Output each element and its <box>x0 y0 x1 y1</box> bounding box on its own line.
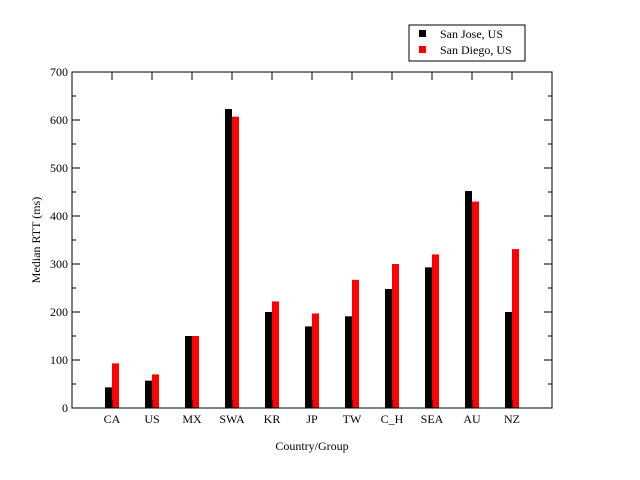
legend-label-san-jose: San Jose, US <box>440 27 503 41</box>
legend-swatch-san-diego <box>419 46 426 53</box>
y-axis-label: Median RTT (ms) <box>29 197 43 283</box>
bar-us-san-jose <box>145 380 152 408</box>
y-axis-ticks: 0 100 200 300 400 500 600 700 <box>50 65 552 415</box>
bar-tw-san-jose <box>345 316 352 408</box>
bar-sea-san-diego <box>432 254 439 408</box>
legend-label-san-diego: San Diego, US <box>440 43 512 57</box>
x-tick-label-swa: SWA <box>219 412 245 426</box>
legend-swatch-san-jose <box>419 30 426 37</box>
bar-mx-san-diego <box>192 336 199 408</box>
x-tick-label-jp: JP <box>306 412 318 426</box>
y-tick-label: 400 <box>50 209 68 223</box>
y-tick-label: 200 <box>50 305 68 319</box>
x-tick-label-nz: NZ <box>504 412 520 426</box>
bar-nz-san-diego <box>512 249 519 408</box>
bar-c-h-san-diego <box>392 264 399 408</box>
y-tick-label: 600 <box>50 113 68 127</box>
x-tick-label-ca: CA <box>104 412 121 426</box>
bar-us-san-diego <box>152 374 159 408</box>
bar-c-h-san-jose <box>385 288 392 408</box>
bar-kr-san-diego <box>272 301 279 408</box>
x-tick-label-kr: KR <box>264 412 281 426</box>
bar-swa-san-diego <box>232 116 239 408</box>
x-tick-label-tw: TW <box>343 412 362 426</box>
y-tick-label: 700 <box>50 65 68 79</box>
plot-frame <box>71 71 553 409</box>
legend: San Jose, US San Diego, US <box>408 24 526 62</box>
x-axis-ticks: CA US MX SWA KR JP TW C_H SEA AU NZ <box>104 72 520 426</box>
y-tick-label: 100 <box>50 353 68 367</box>
x-tick-label-sea: SEA <box>421 412 444 426</box>
bar-nz-san-jose <box>505 312 512 408</box>
bar-tw-san-diego <box>352 279 359 408</box>
x-tick-label-mx: MX <box>182 412 202 426</box>
bars <box>105 108 519 409</box>
bar-jp-san-diego <box>312 313 319 408</box>
bar-swa-san-jose <box>225 108 232 409</box>
bar-jp-san-jose <box>305 326 312 408</box>
x-tick-label-us: US <box>144 412 159 426</box>
bar-kr-san-jose <box>265 312 272 408</box>
legend-box <box>408 24 526 62</box>
bar-sea-san-jose <box>425 267 432 408</box>
y-tick-label: 0 <box>62 401 68 415</box>
bar-ca-san-diego <box>112 363 119 408</box>
bar-mx-san-jose <box>185 336 192 408</box>
bar-ca-san-jose <box>105 387 112 408</box>
x-tick-label-c-h: C_H <box>381 412 404 426</box>
y-tick-label: 300 <box>50 257 68 271</box>
bar-au-san-jose <box>465 191 472 408</box>
x-tick-label-au: AU <box>463 412 481 426</box>
x-axis-label: Country/Group <box>275 439 348 453</box>
y-tick-label: 500 <box>50 161 68 175</box>
bar-au-san-diego <box>472 201 479 408</box>
